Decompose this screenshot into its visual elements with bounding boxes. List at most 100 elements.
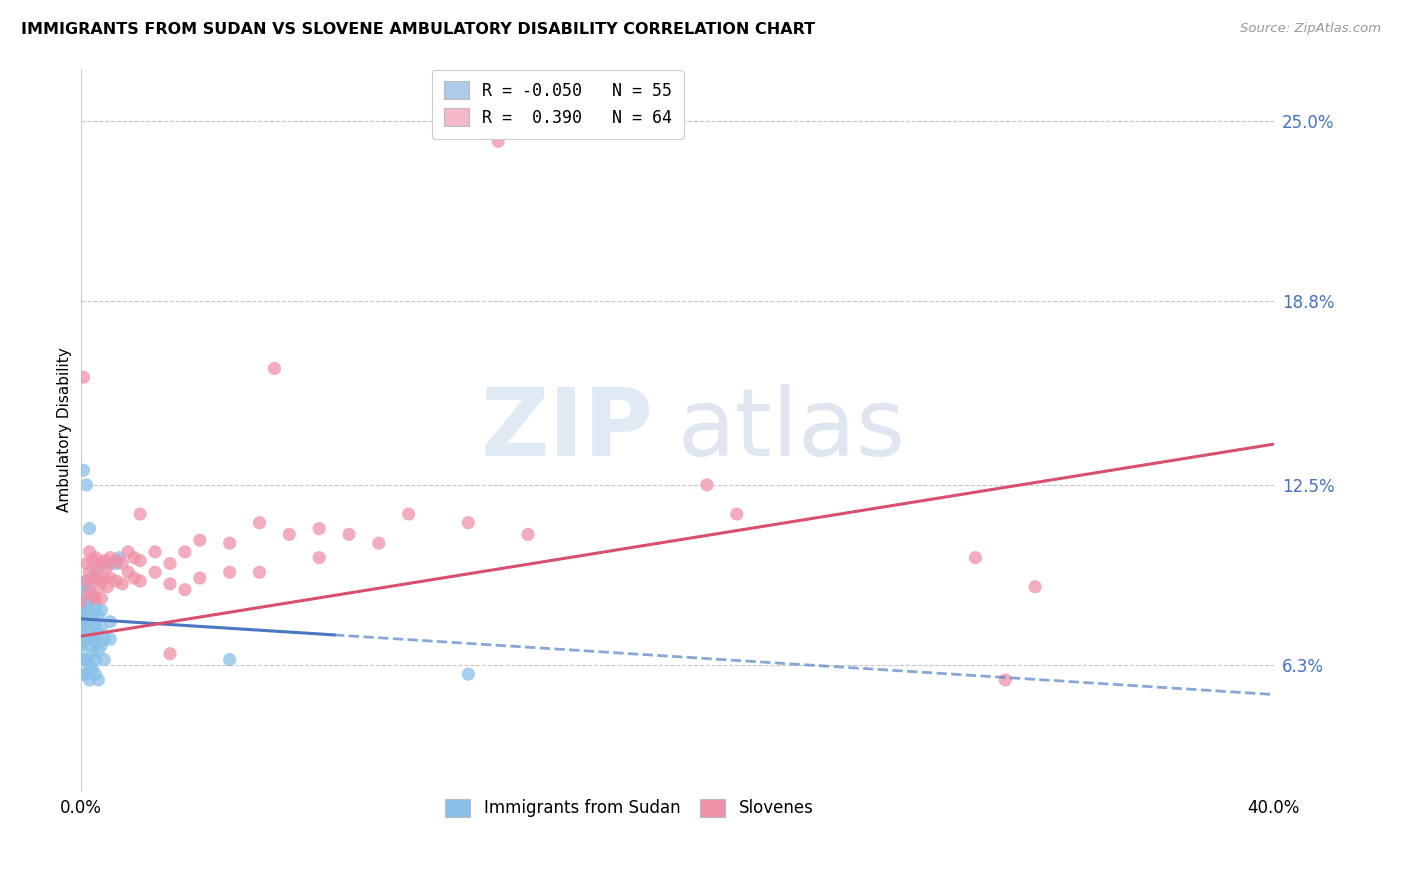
- Point: [96, 559, 118, 574]
- Point: [72, 652, 94, 666]
- Point: [84, 617, 107, 632]
- Point: [111, 577, 134, 591]
- Point: [87, 608, 110, 623]
- Point: [79, 638, 101, 652]
- Point: [308, 550, 330, 565]
- Point: [79, 621, 101, 635]
- Point: [69, 600, 91, 615]
- Point: [69, 580, 91, 594]
- Point: [122, 571, 145, 585]
- Point: [76, 574, 98, 588]
- Point: [93, 652, 115, 666]
- Point: [249, 566, 271, 580]
- Point: [218, 566, 240, 580]
- Point: [696, 478, 718, 492]
- Point: [79, 603, 101, 617]
- Point: [249, 516, 271, 530]
- Point: [69, 632, 91, 647]
- Point: [486, 134, 509, 148]
- Point: [93, 553, 115, 567]
- Point: [69, 640, 91, 655]
- Point: [84, 566, 107, 580]
- Point: [174, 545, 197, 559]
- Point: [159, 577, 181, 591]
- Point: [69, 624, 91, 638]
- Point: [90, 603, 112, 617]
- Text: IMMIGRANTS FROM SUDAN VS SLOVENE AMBULATORY DISABILITY CORRELATION CHART: IMMIGRANTS FROM SUDAN VS SLOVENE AMBULAT…: [21, 22, 815, 37]
- Point: [79, 582, 101, 597]
- Point: [69, 615, 91, 629]
- Point: [188, 533, 211, 548]
- Point: [79, 545, 101, 559]
- Point: [76, 632, 98, 647]
- Point: [76, 594, 98, 608]
- Point: [84, 667, 107, 681]
- Point: [84, 550, 107, 565]
- Point: [994, 673, 1017, 687]
- Point: [725, 507, 748, 521]
- Point: [84, 652, 107, 666]
- Legend: Immigrants from Sudan, Slovenes: Immigrants from Sudan, Slovenes: [437, 790, 823, 826]
- Point: [90, 574, 112, 588]
- Point: [72, 370, 94, 384]
- Point: [93, 571, 115, 585]
- Point: [965, 550, 987, 565]
- Point: [117, 545, 139, 559]
- Point: [98, 550, 121, 565]
- Point: [84, 591, 107, 606]
- Point: [84, 600, 107, 615]
- Point: [82, 629, 104, 643]
- Point: [76, 667, 98, 681]
- Point: [117, 566, 139, 580]
- Point: [111, 557, 134, 571]
- Point: [72, 667, 94, 681]
- Point: [517, 527, 540, 541]
- Point: [87, 644, 110, 658]
- Point: [87, 626, 110, 640]
- Point: [98, 571, 121, 585]
- Point: [82, 553, 104, 567]
- Point: [129, 553, 152, 567]
- Point: [90, 557, 112, 571]
- Point: [72, 585, 94, 599]
- Point: [84, 635, 107, 649]
- Point: [69, 594, 91, 608]
- Point: [82, 661, 104, 675]
- Point: [79, 522, 101, 536]
- Point: [143, 566, 166, 580]
- Text: Source: ZipAtlas.com: Source: ZipAtlas.com: [1240, 22, 1381, 36]
- Point: [1024, 580, 1046, 594]
- Point: [218, 652, 240, 666]
- Point: [76, 615, 98, 629]
- Point: [76, 478, 98, 492]
- Point: [105, 553, 128, 567]
- Point: [159, 647, 181, 661]
- Point: [108, 550, 131, 565]
- Point: [69, 594, 91, 608]
- Point: [129, 507, 152, 521]
- Point: [79, 673, 101, 687]
- Point: [90, 638, 112, 652]
- Point: [122, 550, 145, 565]
- Point: [79, 658, 101, 673]
- Point: [96, 580, 118, 594]
- Point: [278, 527, 301, 541]
- Point: [457, 667, 479, 681]
- Text: atlas: atlas: [678, 384, 905, 475]
- Point: [143, 545, 166, 559]
- Point: [337, 527, 360, 541]
- Point: [98, 615, 121, 629]
- Point: [129, 574, 152, 588]
- Point: [398, 507, 420, 521]
- Point: [105, 557, 128, 571]
- Point: [76, 574, 98, 588]
- Point: [76, 557, 98, 571]
- Point: [72, 603, 94, 617]
- Point: [105, 574, 128, 588]
- Point: [69, 612, 91, 626]
- Point: [90, 621, 112, 635]
- Text: ZIP: ZIP: [481, 384, 654, 475]
- Point: [87, 580, 110, 594]
- Point: [308, 522, 330, 536]
- Point: [218, 536, 240, 550]
